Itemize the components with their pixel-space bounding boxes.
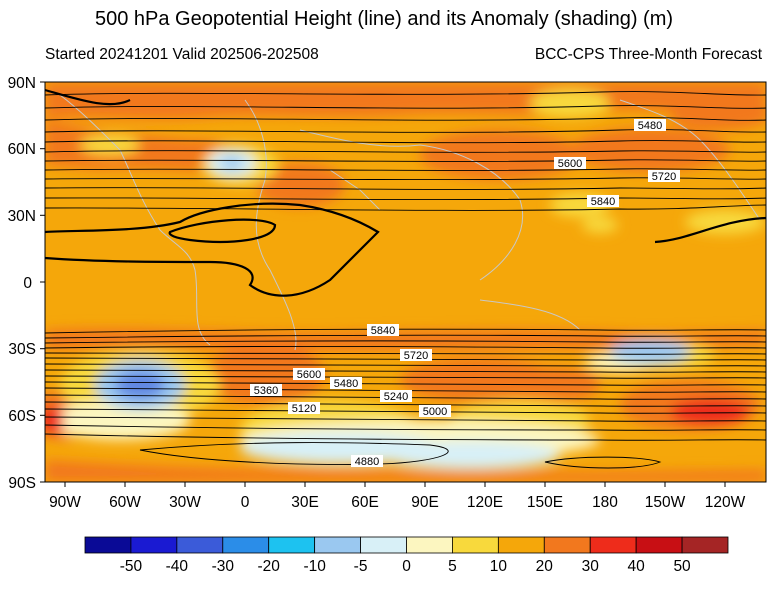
svg-text:5600: 5600 bbox=[558, 158, 582, 170]
lon-label: 60W bbox=[109, 494, 141, 511]
colorbar-swatch bbox=[635, 536, 683, 554]
contour-label: 5600 bbox=[554, 157, 586, 170]
lon-label: 90W bbox=[49, 494, 81, 511]
contour-label: 5840 bbox=[587, 195, 619, 208]
colorbar-label: 5 bbox=[448, 558, 457, 575]
lon-label: 30W bbox=[169, 494, 201, 511]
colorbar-swatch bbox=[268, 536, 316, 554]
forecast-source: BCC-CPS Three-Month Forecast bbox=[534, 46, 762, 63]
colorbar-swatch bbox=[589, 536, 637, 554]
colorbar-label: -10 bbox=[303, 558, 326, 575]
lon-label: 120E bbox=[467, 494, 503, 511]
colorbar-swatch bbox=[222, 536, 270, 554]
lat-label: 90S bbox=[8, 475, 36, 492]
colorbar-label: 20 bbox=[536, 558, 554, 575]
svg-text:5720: 5720 bbox=[652, 171, 676, 183]
lon-label: 120W bbox=[705, 494, 746, 511]
svg-text:5480: 5480 bbox=[334, 378, 358, 390]
colorbar bbox=[84, 536, 729, 554]
contour-label: 5480 bbox=[330, 377, 362, 390]
contour-label: 5480 bbox=[634, 119, 666, 132]
svg-text:5240: 5240 bbox=[384, 391, 408, 403]
lon-label: 90E bbox=[411, 494, 439, 511]
colorbar-label: -40 bbox=[166, 558, 189, 575]
colorbar-label: 0 bbox=[402, 558, 411, 575]
contour-label: 4880 bbox=[351, 455, 383, 468]
colorbar-label: -30 bbox=[212, 558, 235, 575]
coastlines bbox=[59, 94, 761, 351]
lat-label: 60N bbox=[8, 141, 36, 158]
svg-text:5840: 5840 bbox=[591, 196, 615, 208]
contour-label: 5840 bbox=[367, 324, 399, 337]
lon-label: 0 bbox=[241, 494, 250, 511]
contour-label: 5240 bbox=[380, 390, 412, 403]
lat-label: 90N bbox=[8, 75, 36, 92]
chart-title: 500 hPa Geopotential Height (line) and i… bbox=[94, 8, 674, 30]
svg-text:5840: 5840 bbox=[371, 325, 395, 337]
lat-label: 0 bbox=[23, 275, 32, 292]
colorbar-swatch bbox=[130, 536, 178, 554]
svg-text:5480: 5480 bbox=[638, 120, 662, 132]
colorbar-label: 50 bbox=[673, 558, 691, 575]
svg-text:5120: 5120 bbox=[292, 403, 316, 415]
colorbar-swatch bbox=[176, 536, 224, 554]
colorbar-label: 30 bbox=[582, 558, 600, 575]
latitude-axis bbox=[40, 81, 45, 483]
colorbar-swatch bbox=[406, 536, 453, 554]
svg-text:5720: 5720 bbox=[404, 350, 428, 362]
contour-label: 5120 bbox=[288, 402, 320, 415]
colorbar-label: 10 bbox=[490, 558, 508, 575]
contour-labels: 5480 5600 5720 5840 5840 5720 5600 5480 … bbox=[250, 119, 680, 468]
lat-label: 30S bbox=[8, 341, 36, 358]
colorbar-swatch bbox=[681, 536, 729, 554]
lon-label: 150W bbox=[645, 494, 686, 511]
contour-label: 5720 bbox=[400, 349, 432, 362]
svg-text:4880: 4880 bbox=[355, 456, 379, 468]
longitude-axis bbox=[64, 482, 726, 487]
contour-label: 5000 bbox=[419, 405, 451, 418]
colorbar-swatch bbox=[543, 536, 591, 554]
forecast-period: Started 20241201 Valid 202506-202508 bbox=[45, 46, 319, 63]
colorbar-swatch bbox=[497, 536, 545, 554]
lon-label: 60E bbox=[351, 494, 379, 511]
colorbar-swatch bbox=[452, 536, 499, 554]
colorbar-labels: -50 -40 -30 -20 -10 -5 0 5 10 20 30 40 50 bbox=[120, 558, 691, 575]
contour-label: 5360 bbox=[250, 384, 282, 397]
lon-label: 30E bbox=[291, 494, 319, 511]
lon-label: 180 bbox=[592, 494, 618, 511]
colorbar-label: 40 bbox=[628, 558, 646, 575]
lon-label: 150E bbox=[527, 494, 563, 511]
thick-contour bbox=[45, 88, 766, 297]
colorbar-label: -20 bbox=[258, 558, 281, 575]
colorbar-label: -50 bbox=[120, 558, 143, 575]
colorbar-swatch bbox=[360, 536, 407, 554]
contour-label: 5600 bbox=[293, 368, 325, 381]
colorbar-swatch bbox=[314, 536, 361, 554]
contour-label: 5720 bbox=[648, 170, 680, 183]
colorbar-label: -5 bbox=[354, 558, 368, 575]
svg-text:5000: 5000 bbox=[423, 406, 447, 418]
lat-label: 60S bbox=[8, 408, 36, 425]
colorbar-swatch bbox=[84, 536, 132, 554]
svg-text:5360: 5360 bbox=[254, 385, 278, 397]
lat-label: 30N bbox=[8, 208, 36, 225]
svg-text:5600: 5600 bbox=[297, 369, 321, 381]
